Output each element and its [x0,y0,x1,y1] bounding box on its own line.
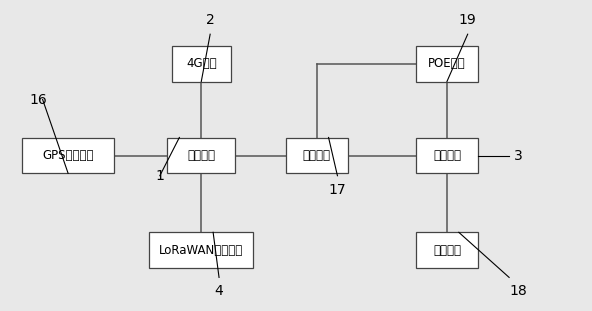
FancyBboxPatch shape [22,137,114,174]
FancyBboxPatch shape [416,137,478,174]
Text: 太阳能板: 太阳能板 [433,244,461,257]
Text: 16: 16 [30,92,47,107]
Text: 19: 19 [459,13,477,27]
Text: 3: 3 [514,148,522,163]
Text: 2: 2 [206,13,214,27]
Text: LoRaWAN网关模块: LoRaWAN网关模块 [159,244,243,257]
Text: 微处理器: 微处理器 [187,149,215,162]
Text: 1: 1 [156,169,164,183]
Text: GPS定位模块: GPS定位模块 [43,149,94,162]
Text: 17: 17 [329,183,346,197]
Text: 18: 18 [509,284,527,298]
FancyBboxPatch shape [416,233,478,268]
FancyBboxPatch shape [168,137,236,174]
FancyBboxPatch shape [416,46,478,81]
FancyBboxPatch shape [172,46,231,81]
Text: 4: 4 [215,284,223,298]
Text: 电源模块: 电源模块 [433,149,461,162]
Text: 4G模块: 4G模块 [186,57,217,70]
FancyBboxPatch shape [150,233,253,268]
Text: 防雷模块: 防雷模块 [303,149,331,162]
Text: POE模块: POE模块 [428,57,466,70]
FancyBboxPatch shape [286,137,348,174]
